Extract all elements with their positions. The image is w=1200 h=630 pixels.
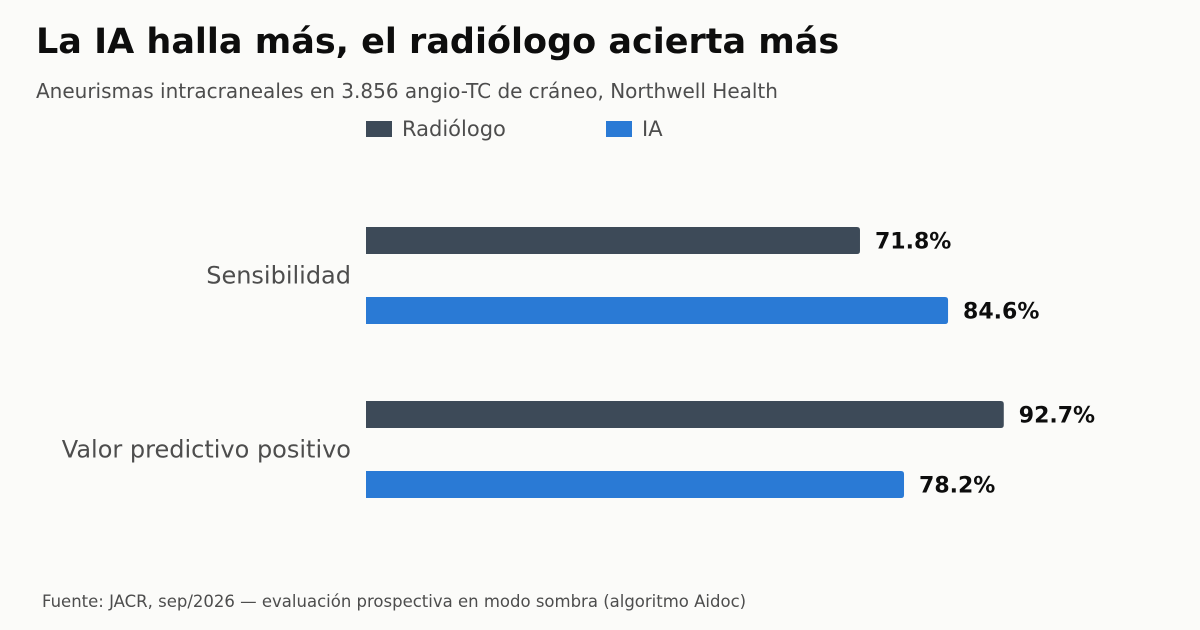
- bars: [366, 227, 1004, 498]
- chart-title: La IA halla más, el radiólogo acierta má…: [36, 22, 840, 62]
- source-note: Fuente: JACR, sep/2026 — evaluación pros…: [42, 592, 747, 611]
- bar-radiologo-sensibilidad: [366, 227, 860, 254]
- bar-ia-sensibilidad: [366, 297, 949, 324]
- legend-swatch-ia: [606, 121, 632, 137]
- chart-subtitle: Aneurismas intracraneales en 3.856 angio…: [36, 79, 778, 103]
- bar-ia-valor-predictivo-positivo: [366, 471, 905, 498]
- value-label-ia-valor-predictivo-positivo: 78.2%: [919, 474, 995, 499]
- value-label-radiologo-valor-predictivo-positivo: 92.7%: [1019, 404, 1095, 429]
- legend-label-radiologo: Radiólogo: [402, 117, 506, 141]
- legend-swatch-radiologo: [366, 121, 392, 137]
- value-labels: 71.8% 84.6% 92.7% 78.2%: [875, 230, 1095, 499]
- chart-legend: Radiólogo IA: [366, 117, 663, 141]
- value-label-ia-sensibilidad: 84.6%: [963, 300, 1039, 325]
- legend-label-ia: IA: [642, 117, 663, 141]
- category-labels: Sensibilidad Valor predictivo positivo: [62, 262, 351, 464]
- category-label-sensibilidad: Sensibilidad: [206, 262, 351, 290]
- category-label-valor-predictivo-positivo: Valor predictivo positivo: [62, 436, 351, 464]
- bar-radiologo-valor-predictivo-positivo: [366, 401, 1004, 428]
- value-label-radiologo-sensibilidad: 71.8%: [875, 230, 951, 255]
